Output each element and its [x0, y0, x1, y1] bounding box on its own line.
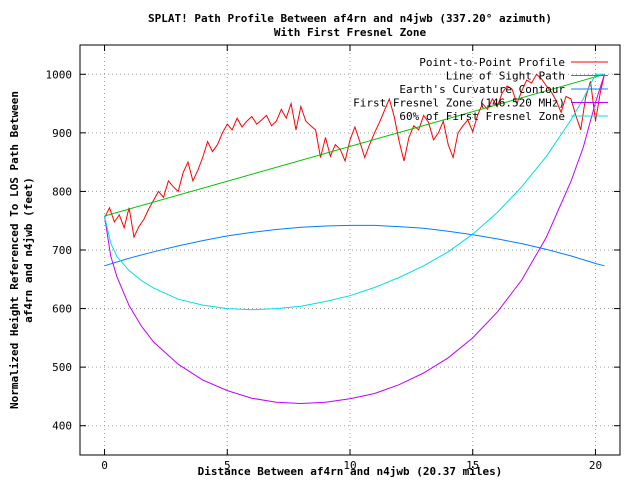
- y-tick-label: 500: [52, 361, 72, 374]
- x-tick-label: 10: [343, 459, 356, 472]
- grid: [80, 45, 620, 455]
- series-layer: [104, 73, 605, 405]
- legend-label: Point-to-Point Profile: [419, 56, 565, 69]
- y-tick-label: 1000: [46, 68, 73, 81]
- y-tick-label: 900: [52, 127, 72, 140]
- x-axis-label: Distance Between af4rn and n4jwb (20.37 …: [198, 465, 503, 478]
- legend-label: First Fresnel Zone (146.520 MHz): [353, 97, 565, 110]
- y-tick-label: 800: [52, 185, 72, 198]
- chart-title: SPLAT! Path Profile Between af4rn and n4…: [148, 12, 552, 25]
- legend-label: 60% of First Fresnel Zone: [399, 110, 565, 123]
- y-axis-label-line2: af4rn and n4jwb (feet): [22, 177, 35, 323]
- series-line-first-fresnel-zone-146-520-mhz: [104, 74, 605, 405]
- x-tick-label: 20: [589, 459, 602, 472]
- series-line-earth-s-curvature-contour: [104, 224, 605, 267]
- series-line-point-to-point-profile: [104, 73, 605, 239]
- axis-ticks: 0 5 10 15 20 400 500 600 700 800 900 1000: [46, 45, 620, 472]
- y-tick-label: 700: [52, 244, 72, 257]
- y-tick-label: 600: [52, 303, 72, 316]
- x-tick-label: 15: [466, 459, 479, 472]
- legend-label: Earth's Curvature Contour: [399, 83, 565, 96]
- y-axis-label-line1: Normalized Height Referenced To LOS Path…: [8, 91, 21, 409]
- y-tick-label: 400: [52, 420, 72, 433]
- legend-label: Line of Sight Path: [446, 70, 565, 83]
- series-line-line-of-sight-path: [104, 73, 605, 217]
- x-tick-label: 5: [224, 459, 231, 472]
- x-tick-label: 0: [101, 459, 108, 472]
- series-line-60-of-first-fresnel-zone: [104, 73, 605, 311]
- chart-subtitle: With First Fresnel Zone: [274, 26, 427, 39]
